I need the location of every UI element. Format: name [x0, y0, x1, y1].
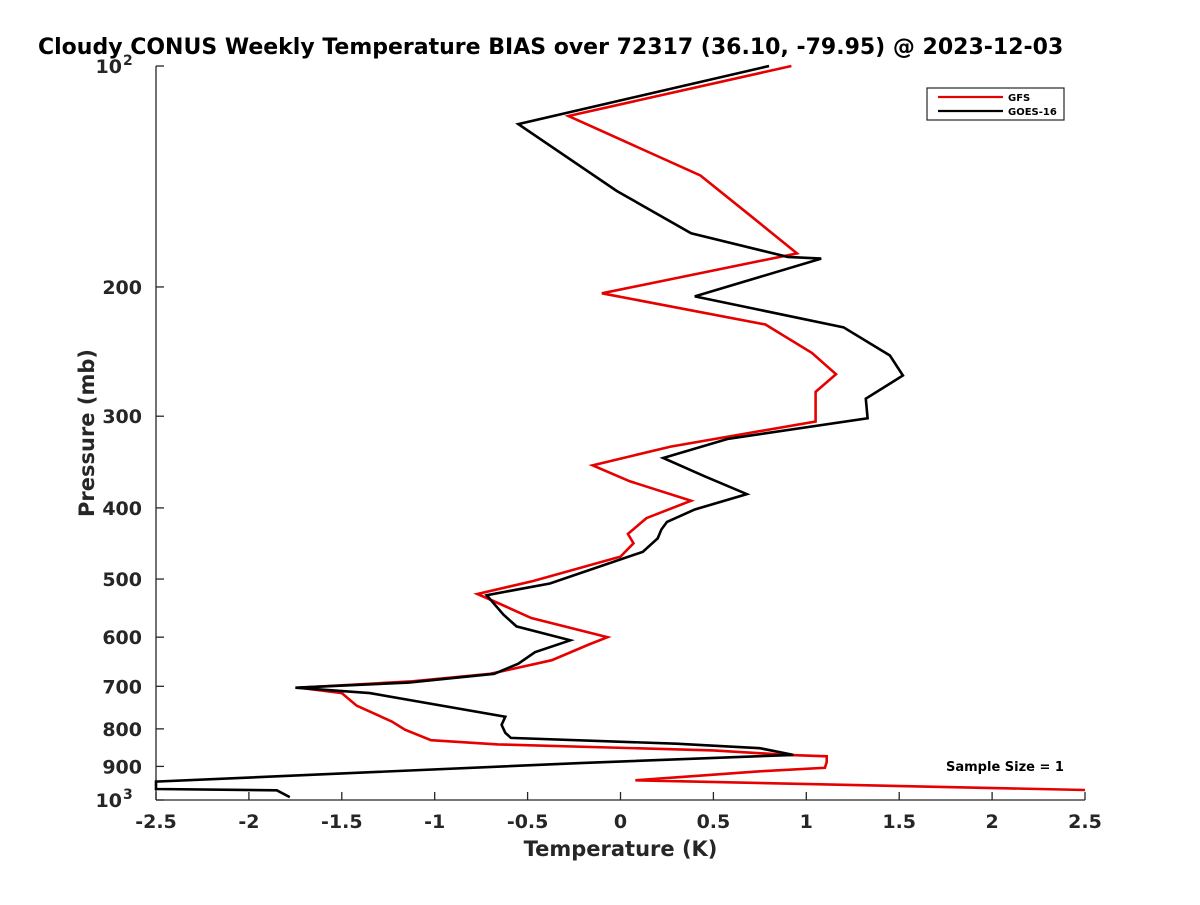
- legend: GFS GOES-16: [926, 87, 1065, 121]
- x-tick-label: 1.5: [882, 811, 916, 833]
- x-tick-label: 0: [614, 811, 627, 833]
- x-tick-label: -1: [424, 811, 445, 833]
- y-tick-label: 600: [102, 627, 142, 649]
- chart-title: Cloudy CONUS Weekly Temperature BIAS ove…: [38, 35, 1063, 60]
- x-tick-label: 2: [985, 811, 998, 833]
- y-tick-label-power: 10 2: [96, 53, 133, 78]
- x-tick-label: -2: [238, 811, 259, 833]
- x-tick-label: -1.5: [321, 811, 363, 833]
- y-axis-title: Pressure (mb): [75, 349, 99, 517]
- y-tick-label: 700: [102, 676, 142, 698]
- y-tick-label-base: 10: [96, 56, 122, 78]
- y-tick-label: 200: [102, 277, 142, 299]
- y-tick-label: 500: [102, 569, 142, 591]
- y-tick-label: 400: [102, 498, 142, 520]
- x-tick-label: -2.5: [135, 811, 177, 833]
- series-layer: [154, 64, 1086, 799]
- legend-label-gfs: GFS: [1008, 93, 1030, 104]
- y-tick-label-exponent: 2: [123, 53, 133, 69]
- x-tick-label: 1: [800, 811, 813, 833]
- sample-size-annotation: Sample Size = 1: [946, 760, 1064, 775]
- x-ticks: -2.5 -2 -1.5 -1 -0.5 0 0.5 1 1.5 2 2.5: [135, 792, 1102, 833]
- y-tick-label: 300: [102, 406, 142, 428]
- x-axis-title: Temperature (K): [524, 837, 718, 861]
- series-line-gfs: [298, 64, 1086, 792]
- y-tick-label-power: 10 3: [96, 787, 133, 812]
- x-tick-label: 2.5: [1068, 811, 1102, 833]
- y-tick-label: 900: [102, 756, 142, 778]
- x-tick-label: 0.5: [697, 811, 731, 833]
- y-tick-label-exponent: 3: [123, 787, 133, 803]
- legend-box: [926, 87, 1065, 121]
- series-line-goes-16: [154, 64, 905, 799]
- x-tick-label: -0.5: [507, 811, 549, 833]
- legend-label-goes-16: GOES-16: [1008, 107, 1057, 118]
- y-tick-label: 800: [102, 719, 142, 741]
- y-tick-label-base: 10: [96, 790, 122, 812]
